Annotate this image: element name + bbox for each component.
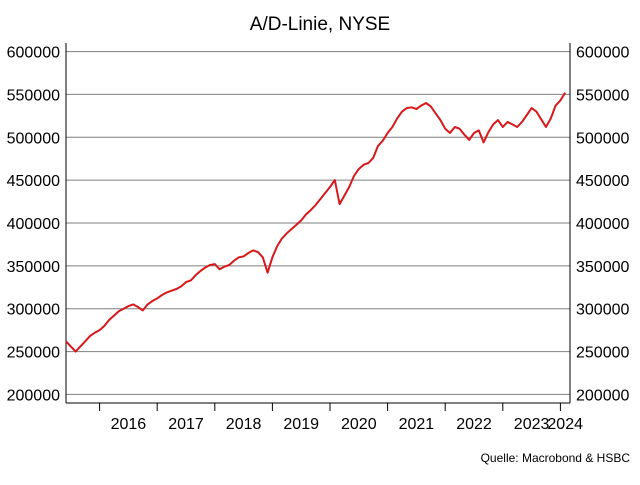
- axes: 200000 200000 250000 250000 300000 300000 3500…: [7, 43, 629, 433]
- series-group: [65, 92, 567, 353]
- y-tick-label-left: 350000: [7, 259, 60, 276]
- x-tick-label: 2018: [226, 416, 262, 433]
- x-tick-label: 2021: [399, 416, 435, 433]
- source-note: Quelle: Macrobond & HSBC: [481, 451, 631, 465]
- y-tick-label-right: 600000: [576, 45, 629, 62]
- x-tick-label: 2019: [283, 416, 319, 433]
- y-tick-label-left: 550000: [7, 87, 60, 104]
- y-tick-label-right: 300000: [576, 302, 629, 319]
- y-tick-label-left: 300000: [7, 302, 60, 319]
- y-tick-label-left: 400000: [7, 216, 60, 233]
- y-tick-label-left: 200000: [7, 387, 60, 404]
- series-line: [65, 92, 567, 353]
- y-tick-label-left: 500000: [7, 130, 60, 147]
- y-tick-label-right: 500000: [576, 130, 629, 147]
- x-tick-label: 2016: [111, 416, 147, 433]
- y-tick-label-right: 250000: [576, 345, 629, 362]
- chart-title: A/D-Linie, NYSE: [250, 14, 390, 35]
- x-tick-label: 2020: [341, 416, 377, 433]
- y-tick-label-left: 600000: [7, 45, 60, 62]
- x-tick-label: 2017: [168, 416, 204, 433]
- y-tick-label-right: 450000: [576, 173, 629, 190]
- x-tick-label: 2023: [514, 416, 550, 433]
- x-tick-label: 2024: [547, 416, 583, 433]
- y-tick-label-right: 350000: [576, 259, 629, 276]
- y-tick-label-left: 250000: [7, 345, 60, 362]
- y-tick-label-right: 200000: [576, 387, 629, 404]
- y-tick-label-right: 400000: [576, 216, 629, 233]
- y-tick-label-left: 450000: [7, 173, 60, 190]
- grid-lines: [66, 51, 570, 395]
- x-tick-label: 2022: [456, 416, 492, 433]
- y-tick-label-right: 550000: [576, 87, 629, 104]
